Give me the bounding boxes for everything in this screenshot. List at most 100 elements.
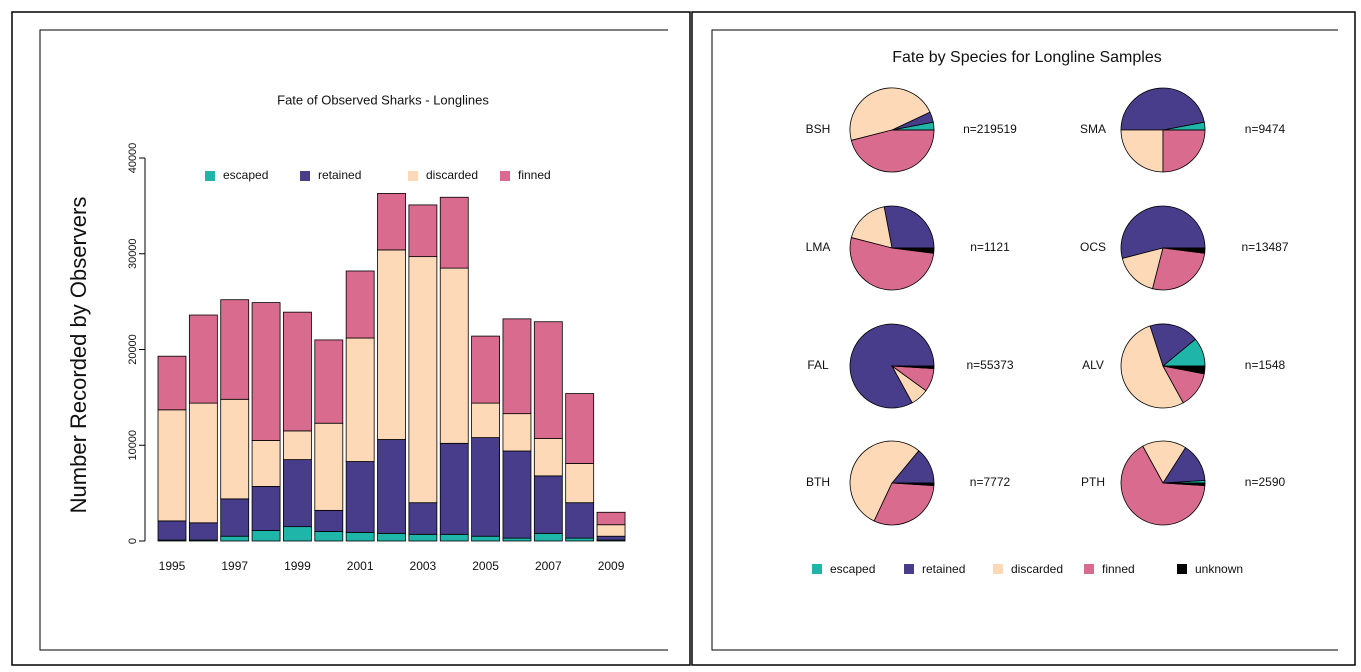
legend-swatch [993,564,1003,574]
bar-segment [471,535,501,542]
pie-wedge [873,482,935,526]
bar-segment [314,509,344,532]
pie-wedge [1162,129,1206,173]
x-tick-label: 1995 [159,559,186,573]
bar-segment [314,422,344,511]
bar-segment [314,531,344,542]
y-tick-label: 20000 [127,334,139,365]
y-tick-label: 40000 [127,143,139,174]
legend-swatch [904,564,914,574]
bar-segment [565,537,595,542]
pie-count: n=9474 [1245,122,1286,136]
right-frame [711,29,1338,651]
pie-count: n=1121 [970,240,1010,254]
bar-segment [533,321,563,439]
legend-label: retained [922,562,965,576]
pie-wedge [1162,247,1206,254]
legend-label: finned [518,168,551,182]
pie-label: SMA [1080,122,1106,136]
bar-segment [377,249,406,440]
bar-segment [502,413,532,452]
bar-segment [220,535,250,542]
pie-wedge [1120,205,1206,259]
pie-wedge [1142,440,1187,484]
bar-segment [565,393,595,464]
legend-label: escaped [830,562,875,576]
pie-wedge [1152,247,1206,291]
pie-wedge [1149,323,1196,367]
pie-count: n=13487 [1241,240,1288,254]
legend-label: escaped [223,168,268,182]
legend-label: retained [318,168,361,182]
bar-segment [377,532,406,542]
bar-segment [251,440,281,487]
pie-wedge [883,205,935,249]
bar-segment [251,530,281,542]
bar-segment [314,339,344,424]
pie-wedge [891,365,935,370]
bar-segment [220,498,250,537]
x-tick-label: 2005 [472,559,499,573]
bar-segment [439,533,469,542]
x-tick-label: 1997 [221,559,248,573]
bar-segment [471,335,501,404]
pie-label: BSH [806,122,831,136]
legend-swatch [500,171,510,181]
bar-segment [188,314,218,404]
left-panel [11,11,691,666]
bar-segment [439,442,469,535]
pie-wedge [1120,325,1184,409]
bar-segment [565,463,595,504]
x-tick-label: 2003 [410,559,437,573]
legend-swatch [1177,564,1187,574]
bar-segment [157,355,187,411]
legend-swatch [408,171,418,181]
bar-segment [283,311,312,432]
bar-segment [502,450,532,539]
bar-segment [439,196,469,269]
y-axis-label: Number Recorded by Observers [66,197,91,514]
x-tick-label: 1999 [284,559,311,573]
pie-wedge [1121,247,1164,290]
bar-segment [188,402,218,524]
pie-wedge [1120,445,1206,526]
legend-swatch [1084,564,1094,574]
x-tick-label: 2007 [535,559,562,573]
right-panel [691,11,1356,666]
left-frame [39,29,668,651]
legend-label: discarded [426,168,478,182]
pie-label: BTH [806,475,830,489]
bar-segment [533,475,563,534]
legend-swatch [812,564,822,574]
pie-count: n=55373 [966,358,1013,372]
pie-wedge [849,323,935,409]
x-tick-label: 2001 [347,559,374,573]
bar-segment [377,439,406,534]
pie-label: ALV [1082,358,1104,372]
pie-count: n=7772 [970,475,1011,489]
bar-segment [251,486,281,531]
bar-segment [471,437,501,537]
pie-wedge [1162,365,1206,375]
legend-label: unknown [1195,562,1243,576]
pie-count: n=2590 [1245,475,1286,489]
bar-segment [157,409,187,522]
pie-wedge [849,440,920,522]
legend-swatch [300,171,310,181]
pie-count: n=219519 [963,122,1017,136]
bar-segment [596,535,626,541]
bar-segment [345,270,375,339]
bar-segment [408,533,438,542]
pie-label: LMA [806,240,831,254]
bar-segment [251,302,281,441]
y-tick-label: 30000 [127,238,139,269]
bar-segment [502,537,532,542]
bar-segment [188,522,218,541]
bar-segment [439,267,469,444]
pie-wedge [1120,129,1164,173]
bar-segment [220,299,250,400]
pie-label: PTH [1081,475,1105,489]
pie-wedge [849,87,931,141]
bar-segment [283,526,312,542]
